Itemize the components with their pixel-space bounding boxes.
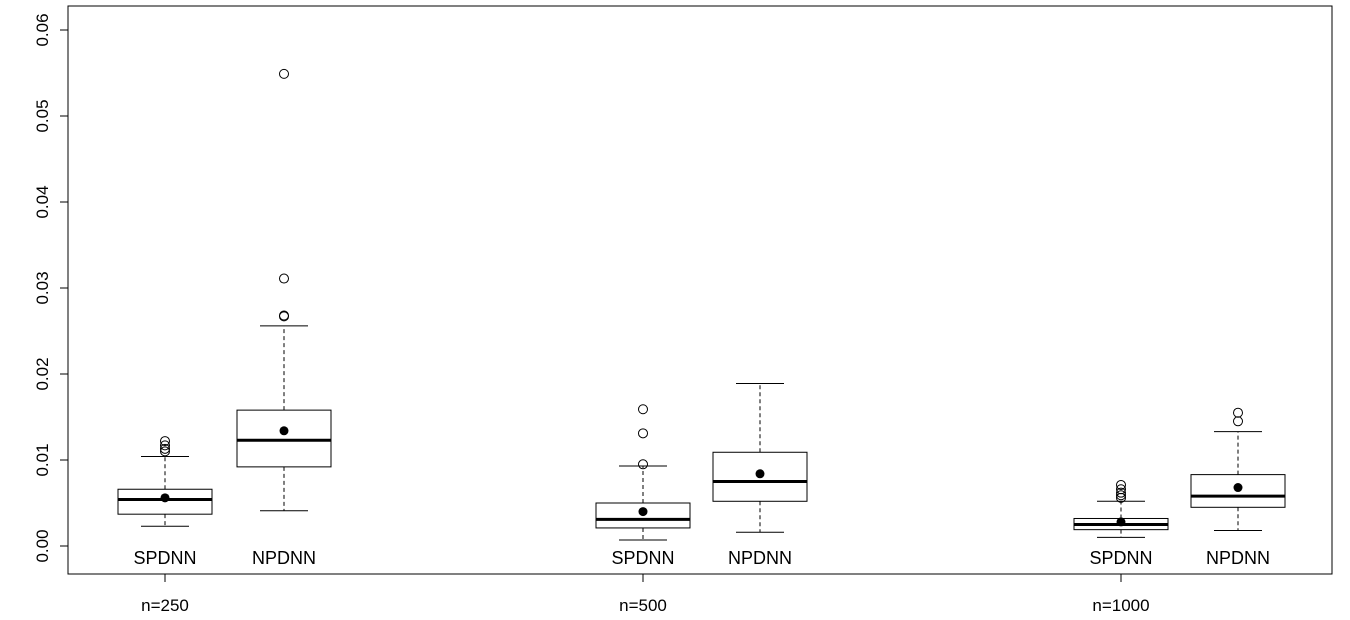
x-tick-label: n=250 (141, 596, 189, 615)
outlier-point (638, 428, 648, 439)
box-n-1000-npdnn: NPDNN (1190, 407, 1286, 568)
outlier-point (160, 443, 170, 454)
mean-point (1233, 483, 1243, 493)
y-tick-label: 0.05 (33, 99, 52, 132)
box-n-250-spdnn: SPDNN (117, 436, 213, 568)
y-tick-label: 0.00 (33, 529, 52, 562)
outlier-point (1233, 407, 1243, 418)
method-label: NPDNN (728, 548, 792, 568)
outlier-point (160, 446, 170, 457)
x-axis: n=250 n=500 n=1000 (141, 574, 1150, 615)
outlier-point (1116, 479, 1126, 490)
plot-frame (67, 5, 1333, 575)
method-label: NPDNN (1206, 548, 1270, 568)
method-label: SPDNN (611, 548, 674, 568)
outlier-point (279, 310, 289, 321)
outlier-point (638, 459, 648, 470)
x-tick-label: n=500 (619, 596, 667, 615)
outlier-point (160, 440, 170, 451)
box-n-1000-spdnn: SPDNN (1073, 479, 1169, 568)
y-tick-label: 0.03 (33, 271, 52, 304)
y-axis: 0.00 0.01 0.02 0.03 0.04 0.05 0.06 (33, 13, 68, 563)
box-n-500-spdnn: SPDNN (595, 404, 691, 568)
mean-point (755, 469, 765, 479)
boxes-layer: SPDNN NPDNN SPDNN NPDNN SPDNN NPDNN (117, 68, 1286, 568)
y-tick-label: 0.04 (33, 185, 52, 218)
y-tick-label: 0.02 (33, 357, 52, 390)
mean-point (160, 493, 170, 503)
method-label: NPDNN (252, 548, 316, 568)
mean-point (1116, 517, 1126, 527)
box-n-500-npdnn: NPDNN (712, 382, 808, 568)
outlier-point (1116, 484, 1126, 495)
x-tick-label: n=1000 (1092, 596, 1149, 615)
outlier-point (160, 436, 170, 447)
outlier-point (1116, 490, 1126, 501)
outlier-point (279, 273, 289, 284)
y-tick-label: 0.01 (33, 443, 52, 476)
mean-point (279, 426, 289, 436)
outlier-point (279, 68, 289, 79)
iqr-box (236, 409, 332, 468)
box-n-250-npdnn: NPDNN (236, 68, 332, 568)
y-tick-label: 0.06 (33, 13, 52, 46)
mean-point (638, 507, 648, 517)
plot-frame-layer (67, 5, 1333, 575)
outlier-point (1233, 416, 1243, 427)
method-label: SPDNN (1089, 548, 1152, 568)
outlier-point (638, 404, 648, 415)
outlier-point (1116, 487, 1126, 498)
method-label: SPDNN (133, 548, 196, 568)
